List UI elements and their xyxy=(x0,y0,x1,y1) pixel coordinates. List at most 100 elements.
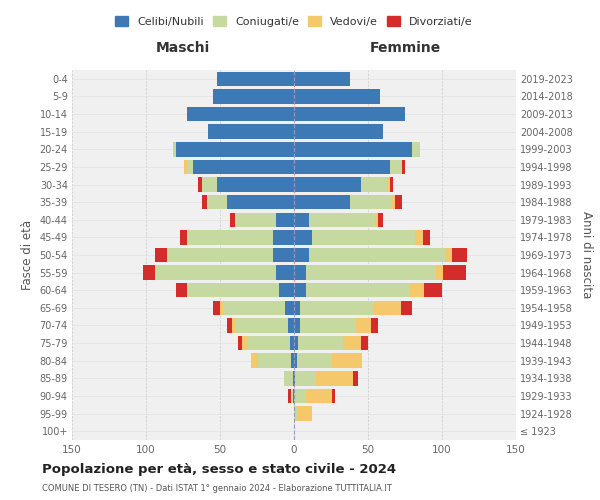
Bar xyxy=(294,72,350,86)
Bar xyxy=(401,300,412,315)
Bar xyxy=(217,72,294,86)
Bar xyxy=(309,248,445,262)
Bar xyxy=(235,212,276,227)
Bar xyxy=(223,300,285,315)
Bar xyxy=(316,371,353,386)
Bar xyxy=(297,354,332,368)
Bar xyxy=(415,230,423,244)
Y-axis label: Fasce di età: Fasce di età xyxy=(21,220,34,290)
Bar xyxy=(176,283,187,298)
Bar xyxy=(206,195,227,210)
Bar xyxy=(379,212,383,227)
Bar xyxy=(193,160,294,174)
Bar xyxy=(232,318,236,332)
Bar xyxy=(390,178,393,192)
Bar xyxy=(238,336,242,350)
Bar xyxy=(294,195,350,210)
Bar xyxy=(294,142,412,156)
Bar xyxy=(285,300,294,315)
Bar xyxy=(452,248,467,262)
Bar xyxy=(332,354,362,368)
Bar xyxy=(294,318,300,332)
Text: Maschi: Maschi xyxy=(156,41,210,55)
Bar xyxy=(155,248,167,262)
Bar xyxy=(294,371,295,386)
Bar xyxy=(198,178,202,192)
Bar xyxy=(294,178,361,192)
Bar xyxy=(288,318,294,332)
Bar xyxy=(187,283,279,298)
Bar xyxy=(312,230,415,244)
Bar xyxy=(390,160,402,174)
Bar xyxy=(187,160,193,174)
Bar xyxy=(167,248,273,262)
Legend: Celibi/Nubili, Coniugati/e, Vedovi/e, Divorziati/e: Celibi/Nubili, Coniugati/e, Vedovi/e, Di… xyxy=(115,16,473,27)
Bar xyxy=(443,266,466,280)
Bar xyxy=(298,336,343,350)
Bar xyxy=(300,318,356,332)
Bar xyxy=(293,388,294,403)
Bar xyxy=(155,266,276,280)
Bar xyxy=(202,195,206,210)
Text: Femmine: Femmine xyxy=(370,41,440,55)
Bar xyxy=(187,230,273,244)
Bar xyxy=(227,318,232,332)
Bar xyxy=(294,406,297,421)
Bar xyxy=(423,230,430,244)
Bar xyxy=(356,318,371,332)
Bar xyxy=(424,283,442,298)
Bar xyxy=(294,230,312,244)
Bar xyxy=(180,230,187,244)
Bar xyxy=(227,195,294,210)
Bar xyxy=(353,371,358,386)
Text: COMUNE DI TESERO (TN) - Dati ISTAT 1° gennaio 2024 - Elaborazione TUTTITALIA.IT: COMUNE DI TESERO (TN) - Dati ISTAT 1° ge… xyxy=(42,484,392,493)
Bar xyxy=(251,354,259,368)
Bar xyxy=(202,178,217,192)
Bar xyxy=(220,300,223,315)
Bar xyxy=(343,336,361,350)
Bar xyxy=(294,212,309,227)
Y-axis label: Anni di nascita: Anni di nascita xyxy=(580,212,593,298)
Bar xyxy=(276,266,294,280)
Bar xyxy=(276,212,294,227)
Bar xyxy=(236,318,288,332)
Bar xyxy=(279,283,294,298)
Bar xyxy=(402,160,405,174)
Bar xyxy=(230,212,235,227)
Bar xyxy=(173,142,176,156)
Bar xyxy=(187,107,294,122)
Text: Popolazione per età, sesso e stato civile - 2024: Popolazione per età, sesso e stato civil… xyxy=(42,462,396,475)
Bar xyxy=(392,195,395,210)
Bar xyxy=(374,300,401,315)
Bar xyxy=(412,142,420,156)
Bar xyxy=(309,212,376,227)
Bar xyxy=(371,318,379,332)
Bar xyxy=(306,283,409,298)
Bar xyxy=(184,160,187,174)
Bar xyxy=(273,248,294,262)
Bar xyxy=(294,248,309,262)
Bar xyxy=(208,124,294,139)
Bar xyxy=(248,336,290,350)
Bar xyxy=(332,388,335,403)
Bar xyxy=(395,195,402,210)
Bar xyxy=(436,266,443,280)
Bar xyxy=(143,266,155,280)
Bar xyxy=(294,266,306,280)
Bar xyxy=(361,336,368,350)
Bar xyxy=(291,388,293,403)
Bar xyxy=(294,388,306,403)
Bar xyxy=(445,248,452,262)
Bar xyxy=(284,371,293,386)
Bar xyxy=(387,178,390,192)
Bar xyxy=(294,354,297,368)
Bar xyxy=(294,336,298,350)
Bar xyxy=(294,89,380,104)
Bar xyxy=(294,300,300,315)
Bar xyxy=(409,283,424,298)
Bar xyxy=(295,371,316,386)
Bar xyxy=(297,406,312,421)
Bar xyxy=(350,195,392,210)
Bar xyxy=(212,300,220,315)
Bar xyxy=(306,388,332,403)
